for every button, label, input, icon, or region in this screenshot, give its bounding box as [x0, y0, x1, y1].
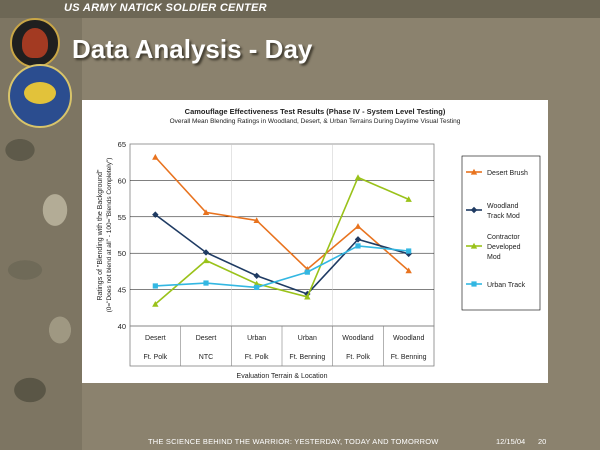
footer-date: 12/15/04	[496, 437, 526, 446]
legend-label: Mod	[487, 254, 501, 261]
top-banner	[0, 0, 600, 18]
legend-label: Urban Track	[487, 282, 526, 289]
data-point	[202, 257, 210, 264]
x-axis-label: Evaluation Terrain & Location	[237, 373, 328, 380]
x-tick-location: Ft. Benning	[289, 354, 325, 361]
data-point	[354, 236, 362, 243]
chart-subtitle: Overall Mean Blending Ratings in Woodlan…	[169, 118, 461, 125]
legend-label: Woodland	[487, 203, 519, 210]
data-point	[354, 223, 362, 229]
x-tick-terrain: Woodland	[393, 335, 425, 342]
org-name: US ARMY NATICK SOLDIER CENTER	[64, 2, 267, 14]
legend-label: Track Mod	[487, 213, 520, 220]
footer-tagline: THE SCIENCE BEHIND THE WARRIOR: YESTERDA…	[148, 437, 439, 446]
y-tick-label: 60	[118, 176, 126, 185]
x-tick-location: Ft. Polk	[143, 354, 167, 361]
data-point	[152, 211, 159, 218]
plot-area	[129, 143, 435, 327]
x-tick-terrain: Woodland	[342, 335, 374, 342]
data-point	[253, 272, 260, 279]
x-tick-location: Ft. Polk	[346, 354, 370, 361]
data-point	[406, 248, 412, 254]
series-line	[155, 245, 409, 289]
legend-label: Developed	[487, 244, 521, 251]
y-tick-label: 55	[118, 213, 126, 222]
data-point	[202, 209, 210, 216]
y-tick-label: 40	[118, 322, 126, 331]
y-axis-label: Ratings of "Blending with the Background…	[97, 169, 104, 301]
slide-title: Data Analysis - Day	[72, 34, 313, 64]
x-tick-terrain: Desert	[145, 335, 166, 342]
y-tick-label: 65	[118, 140, 126, 149]
data-point	[304, 293, 311, 300]
data-point	[354, 174, 362, 181]
data-point	[405, 267, 412, 274]
series-line	[154, 176, 409, 305]
x-tick-location: NTC	[199, 354, 213, 361]
x-tick-terrain: Urban	[298, 335, 317, 342]
y-tick-label: 45	[118, 286, 126, 295]
legend-marker	[470, 242, 478, 249]
line-chart: 40 45 50 55 60 65 Desert Ft. Polk Desert NTC Urban…	[97, 140, 541, 380]
page-number: 20	[538, 437, 547, 446]
chart-title: Camouflage Effectiveness Test Results (P…	[184, 107, 446, 116]
data-point	[152, 300, 159, 307]
series-line	[154, 213, 409, 295]
legend-label: Desert Brush	[487, 170, 528, 177]
data-point	[202, 249, 210, 256]
data-point	[254, 284, 260, 291]
y-tick-label: 50	[118, 249, 126, 258]
data-point	[405, 196, 412, 202]
data-point	[152, 283, 158, 289]
x-tick-terrain: Urban	[247, 335, 266, 342]
data-point	[203, 280, 209, 286]
x-tick-location: Ft. Polk	[245, 354, 269, 361]
x-tick-terrain: Desert	[196, 335, 217, 342]
army-natick-badge-icon	[8, 64, 72, 128]
legend-marker	[471, 281, 477, 287]
data-point	[355, 243, 361, 249]
data-point	[152, 153, 159, 160]
legend-label: Contractor	[487, 234, 520, 241]
legend-marker	[470, 168, 478, 175]
chart-panel: Camouflage Effectiveness Test Results (P…	[82, 100, 548, 383]
data-point	[253, 217, 260, 224]
series-line	[154, 156, 410, 272]
x-tick-location: Ft. Benning	[391, 354, 427, 361]
data-point	[304, 269, 310, 275]
soldier-center-seal-icon	[10, 18, 60, 68]
y-axis-sublabel: (0="Does not blend at all" - 100="Blends…	[106, 158, 113, 313]
